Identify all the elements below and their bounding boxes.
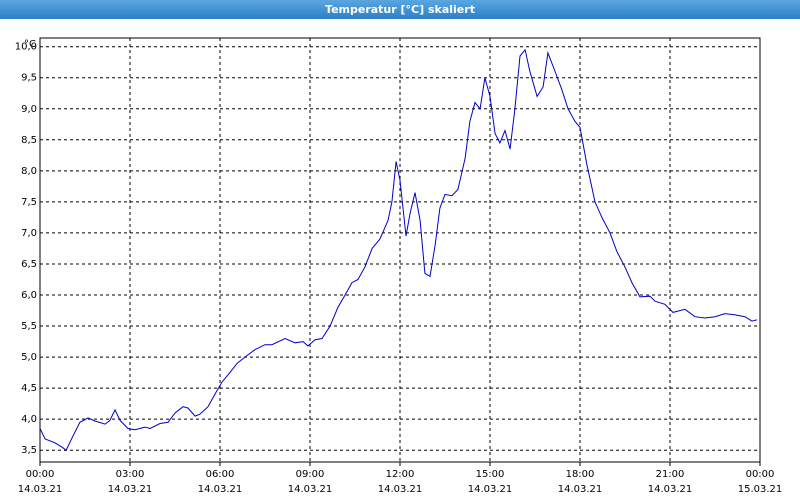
x-tick-date: 15.03.21 xyxy=(738,484,783,495)
y-tick-label: 4,0 xyxy=(21,414,37,425)
y-tick-label: 6,0 xyxy=(21,290,37,301)
x-tick-date: 14.03.21 xyxy=(648,484,693,495)
y-tick-label: 9,0 xyxy=(21,104,37,115)
y-tick-label: 7,5 xyxy=(21,197,37,208)
data-line xyxy=(39,48,758,451)
x-tick-label: 06:00 xyxy=(206,469,235,480)
y-unit: °C xyxy=(24,39,36,50)
x-tick-date: 14.03.21 xyxy=(468,484,513,495)
x-tick-label: 21:00 xyxy=(656,469,685,480)
x-tick-label: 03:00 xyxy=(116,469,145,480)
x-tick-label: 18:00 xyxy=(566,469,595,480)
x-tick-label: 15:00 xyxy=(476,469,505,480)
x-tick-date: 14.03.21 xyxy=(108,484,153,495)
x-tick-date: 14.03.21 xyxy=(288,484,333,495)
title-bar xyxy=(0,0,800,19)
x-tick-label: 09:00 xyxy=(296,469,325,480)
y-tick-label: 3,5 xyxy=(21,445,37,456)
x-tick-label: 12:00 xyxy=(386,469,415,480)
y-tick-label: 4,5 xyxy=(21,383,37,394)
y-tick-label: 8,0 xyxy=(21,166,37,177)
x-tick-date: 14.03.21 xyxy=(198,484,243,495)
y-tick-label: 7,0 xyxy=(21,228,37,239)
y-tick-label: 5,5 xyxy=(21,321,37,332)
y-tick-label: 8,5 xyxy=(21,135,37,146)
x-tick-label: 00:00 xyxy=(26,469,55,480)
x-tick-date: 14.03.21 xyxy=(378,484,423,495)
y-tick-label: 10,0 xyxy=(15,42,37,53)
x-tick-date: 14.03.21 xyxy=(18,484,63,495)
y-tick-label: 9,5 xyxy=(21,73,37,84)
y-tick-label: 6,5 xyxy=(21,259,37,270)
x-tick-date: 14.03.21 xyxy=(558,484,603,495)
x-tick-label: 00:00 xyxy=(746,469,775,480)
chart-title: Temperatur [°C] skaliert xyxy=(325,3,475,16)
y-tick-label: 5,0 xyxy=(21,352,37,363)
